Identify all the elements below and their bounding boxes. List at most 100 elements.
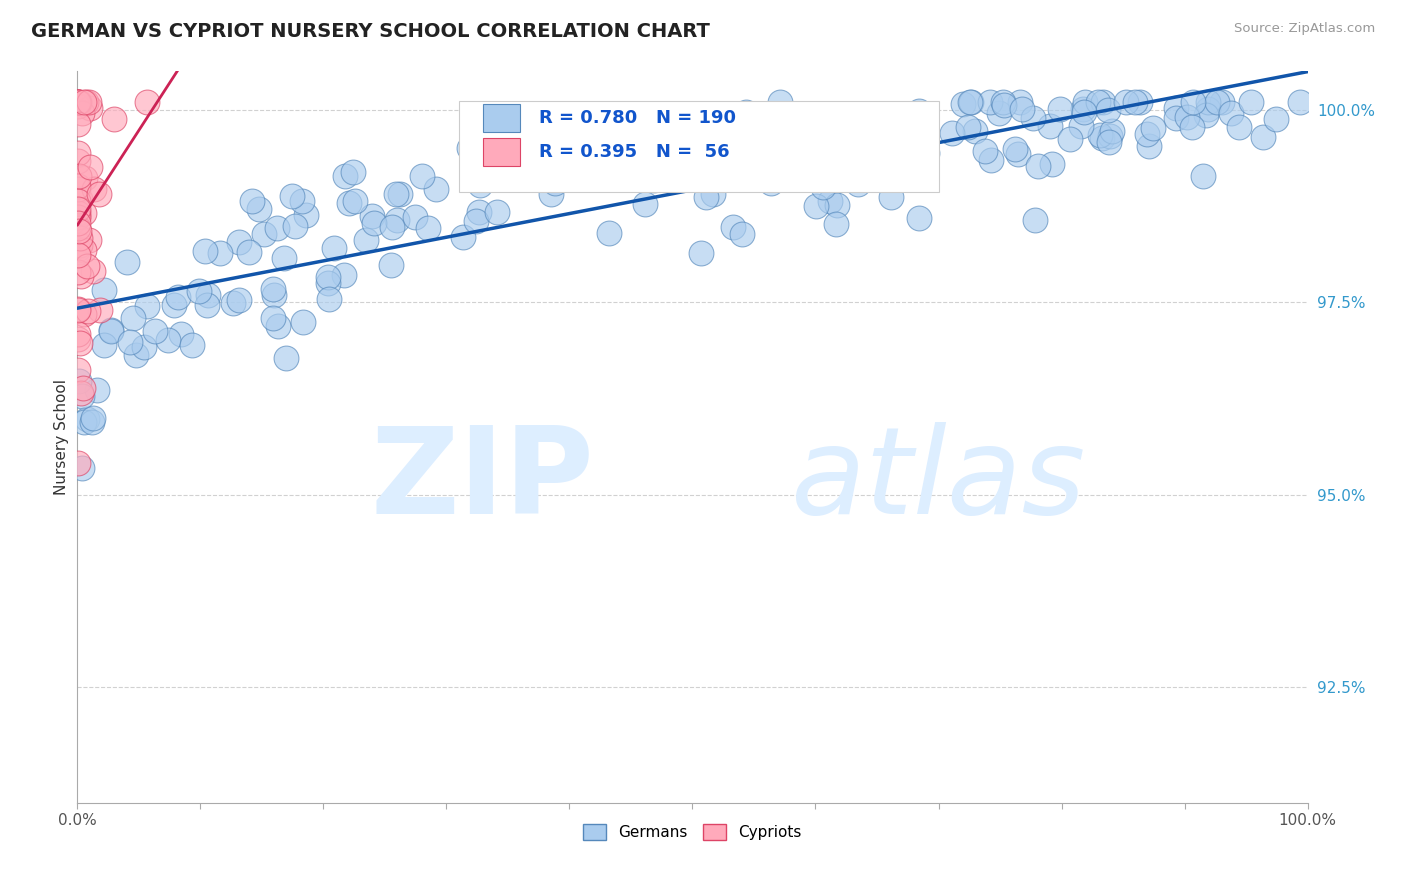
Point [118, 335, 141, 350]
Point [804, 154, 827, 169]
Point [343, 194, 366, 208]
Point [316, 276, 339, 290]
Point [965, 124, 987, 138]
Point [361, 209, 384, 223]
Point [425, 182, 447, 196]
Point [354, 233, 377, 247]
Point [979, 95, 1001, 110]
Point [77, 233, 100, 247]
Text: R = 0.395   N =  56: R = 0.395 N = 56 [538, 144, 730, 161]
Point [1021, 112, 1043, 126]
Point [79, 160, 101, 174]
Point [1098, 135, 1121, 149]
Point [66, 220, 89, 235]
Point [825, 197, 848, 211]
Point [121, 311, 143, 326]
Point [813, 180, 835, 194]
Point [66, 95, 89, 110]
Point [145, 324, 167, 338]
Point [762, 137, 785, 152]
Point [187, 285, 209, 299]
Point [238, 245, 260, 260]
Point [73, 307, 96, 321]
Point [470, 178, 492, 192]
Point [66, 303, 89, 318]
Point [335, 169, 357, 183]
Point [468, 205, 491, 219]
Point [457, 140, 479, 154]
Point [66, 456, 89, 470]
Point [69, 268, 91, 283]
Point [66, 182, 89, 196]
Point [76, 259, 98, 273]
Point [66, 326, 89, 341]
Point [180, 338, 202, 352]
Point [465, 214, 488, 228]
Point [73, 95, 96, 110]
Point [197, 287, 219, 301]
Text: GERMAN VS CYPRIOT NURSERY SCHOOL CORRELATION CHART: GERMAN VS CYPRIOT NURSERY SCHOOL CORRELA… [31, 22, 710, 41]
Point [1049, 102, 1071, 116]
Point [69, 231, 91, 245]
Point [544, 114, 567, 128]
Point [69, 386, 91, 401]
Point [1197, 95, 1219, 110]
Point [72, 381, 94, 395]
Point [723, 220, 745, 235]
Bar [484, 103, 520, 132]
Point [262, 282, 284, 296]
Point [67, 95, 90, 110]
Point [1136, 127, 1159, 141]
Point [66, 216, 89, 230]
Point [228, 235, 250, 249]
Point [240, 194, 263, 208]
Point [273, 251, 295, 265]
Point [411, 169, 433, 183]
Point [197, 298, 219, 312]
Point [67, 169, 90, 183]
Point [66, 179, 89, 194]
Point [1137, 138, 1160, 153]
Point [598, 227, 620, 241]
Point [987, 106, 1010, 120]
Point [731, 227, 754, 242]
Point [993, 98, 1015, 112]
Point [1074, 95, 1097, 110]
Point [1195, 108, 1218, 122]
Point [82, 415, 104, 429]
Point [540, 187, 562, 202]
Point [1164, 112, 1187, 126]
Point [633, 197, 655, 211]
Point [820, 194, 842, 209]
Point [1004, 142, 1026, 156]
Point [530, 129, 553, 144]
Point [70, 460, 93, 475]
Point [846, 177, 869, 191]
Point [166, 290, 188, 304]
Point [83, 182, 105, 196]
Point [1129, 95, 1152, 110]
Point [980, 153, 1002, 168]
Point [818, 132, 841, 146]
Point [136, 299, 159, 313]
Point [1197, 102, 1219, 116]
Point [508, 146, 530, 161]
Point [1101, 123, 1123, 137]
Point [1059, 132, 1081, 146]
Point [956, 120, 979, 135]
Point [1010, 95, 1032, 110]
Point [318, 293, 340, 307]
Text: R = 0.780   N = 190: R = 0.780 N = 190 [538, 109, 735, 127]
Point [93, 338, 115, 352]
Point [513, 153, 536, 167]
Point [907, 104, 929, 119]
Point [295, 208, 318, 222]
Point [82, 411, 104, 425]
Point [595, 124, 617, 138]
Point [73, 171, 96, 186]
Point [125, 349, 148, 363]
Point [513, 155, 536, 169]
Point [170, 326, 193, 341]
Point [72, 389, 94, 403]
Point [1071, 102, 1094, 116]
